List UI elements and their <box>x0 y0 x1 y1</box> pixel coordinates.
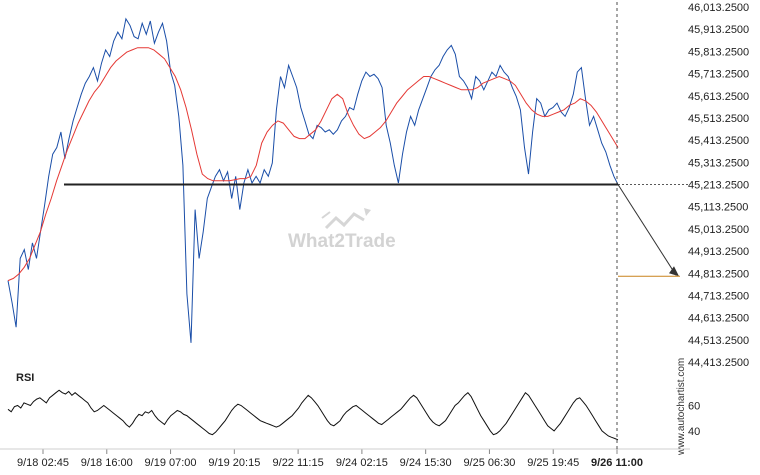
forecast-arrow-line <box>617 184 677 276</box>
x-tick-label: 9/22 11:15 <box>273 457 324 469</box>
x-tick-label: 9/19 07:00 <box>145 457 197 469</box>
rsi-tick-label: 40 <box>688 426 700 438</box>
x-tick-label: 9/26 11:00 <box>591 457 643 469</box>
watermark: What2Trade <box>288 208 396 252</box>
price-panel: 46,013.2500 45,913.2500 45,813.2500 45,713.… <box>7 2 749 369</box>
watermark-logo-icon <box>321 208 371 230</box>
y-tick-label: 44,813.2500 <box>688 268 749 280</box>
y-tick-label: 45,513.2500 <box>688 113 749 125</box>
x-tick-label: 9/19 20:15 <box>208 457 260 469</box>
rsi-panel: 60 40 <box>7 389 700 441</box>
x-tick-label: 9/24 15:30 <box>400 457 452 469</box>
y-tick-label: 45,913.2500 <box>688 24 749 36</box>
y-tick-label: 46,013.2500 <box>688 2 749 14</box>
y-tick-label: 45,813.2500 <box>688 46 749 58</box>
y-tick-label: 45,413.2500 <box>688 135 749 147</box>
moving-average-line <box>7 47 619 282</box>
y-tick-label: 44,913.2500 <box>688 246 749 258</box>
rsi-label: RSI <box>16 372 34 384</box>
brand-label: www.autochartist.com <box>676 358 687 456</box>
y-tick-label: 45,713.2500 <box>688 69 749 81</box>
y-tick-label: 45,313.2500 <box>688 157 749 169</box>
y-tick-label: 44,713.2500 <box>688 290 749 302</box>
y-tick-label: 44,413.2500 <box>688 357 749 369</box>
x-tick-label: 9/18 16:00 <box>81 457 133 469</box>
price-series-line <box>7 17 619 343</box>
y-tick-label: 45,613.2500 <box>688 91 749 103</box>
y-tick-label: 45,113.2500 <box>688 202 748 214</box>
y-tick-label: 45,013.2500 <box>688 224 749 236</box>
y-tick-label: 45,213.2500 <box>688 180 749 192</box>
rsi-tick-label: 60 <box>688 400 700 412</box>
y-tick-label: 44,613.2500 <box>688 313 749 325</box>
y-tick-label: 44,513.2500 <box>688 335 749 347</box>
x-tick-label: 9/18 02:45 <box>17 457 69 469</box>
watermark-text: What2Trade <box>288 231 396 252</box>
x-tick-label: 9/24 02:15 <box>336 457 388 469</box>
x-tick-label: 9/25 19:45 <box>527 457 579 469</box>
forecast-arrow-head-icon <box>669 266 679 277</box>
x-tick-label: 9/25 06:30 <box>463 457 515 469</box>
rsi-line <box>7 389 619 441</box>
